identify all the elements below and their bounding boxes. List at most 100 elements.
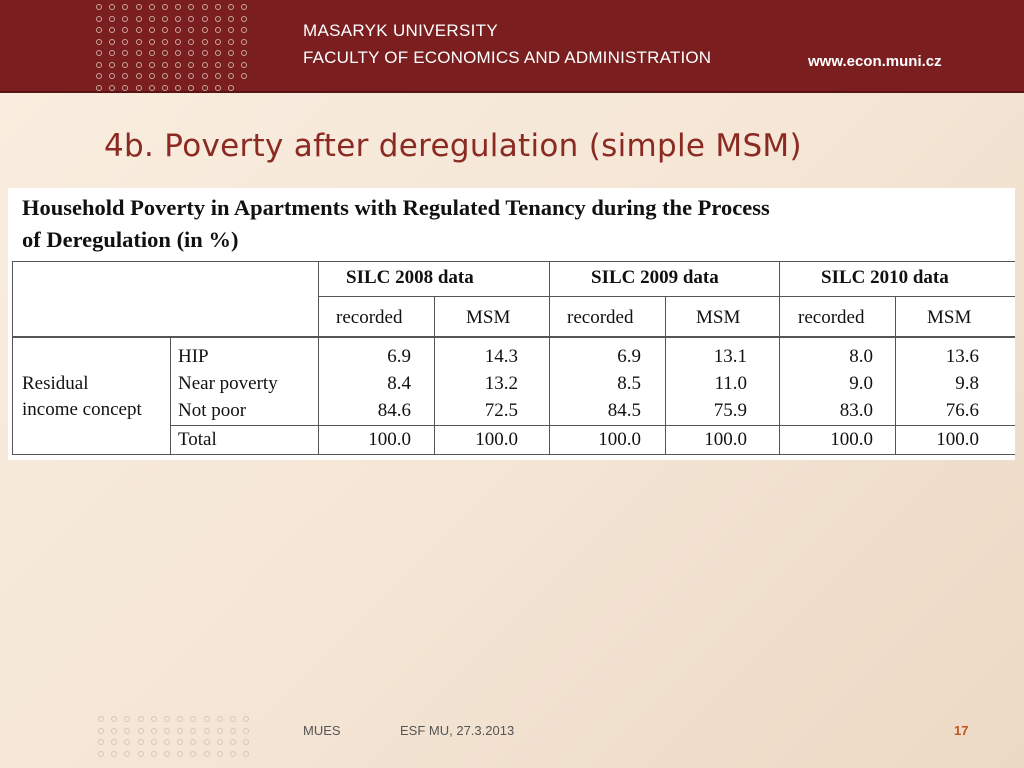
footer-dot <box>243 716 250 722</box>
cell-total-2008-msm: 100.0 <box>475 429 518 450</box>
logo-dot <box>135 73 142 79</box>
footer-dot <box>137 739 144 745</box>
cell-near-2008-msm: 13.2 <box>484 373 518 394</box>
cell-hip-2008-msm: 14.3 <box>484 346 518 367</box>
logo-dot <box>175 38 182 45</box>
logo-dot <box>96 50 102 56</box>
footer-dot <box>137 716 144 722</box>
footer-dot <box>164 739 170 745</box>
faculty-name: FACULTY OF ECONOMICS AND ADMINISTRATION <box>303 48 712 67</box>
cell-notpoor-2008-recorded: 84.6 <box>377 400 411 421</box>
logo-dot <box>201 15 208 22</box>
logo-dot <box>214 4 221 10</box>
logo-dot <box>148 84 155 91</box>
logo-dot <box>109 27 116 33</box>
logo-dot <box>148 38 155 45</box>
logo-dot <box>96 73 102 79</box>
logo-dot <box>228 61 234 68</box>
university-name: MASARYK UNIVERSITY <box>303 21 498 40</box>
cell-total-2009-recorded: 100.0 <box>598 429 641 450</box>
logo-dot <box>228 4 234 10</box>
logo-dot <box>228 38 234 45</box>
logo-dot <box>162 73 168 79</box>
footer-dot <box>230 750 236 757</box>
footer-dot <box>111 727 118 734</box>
cell-notpoor-2008-msm: 72.5 <box>484 400 518 421</box>
footer-dot <box>216 750 223 757</box>
logo-dot <box>175 50 182 56</box>
logo-dot <box>214 84 221 91</box>
logo-dot <box>201 50 208 56</box>
logo-dot <box>162 84 168 91</box>
logo-dot <box>175 73 182 79</box>
footer-dot <box>164 716 170 722</box>
logo-dot <box>188 50 195 56</box>
cell-hip-2010-msm: 13.6 <box>945 346 979 367</box>
footer-dot <box>98 750 104 757</box>
logo-dot <box>148 4 155 10</box>
footer-dot <box>124 727 131 734</box>
cell-near-2009-msm: 11.0 <box>714 373 747 394</box>
cell-notpoor-2009-msm: 75.9 <box>713 400 747 421</box>
footer-dot <box>98 716 104 722</box>
footer-dot <box>203 716 210 722</box>
footer-dot <box>177 750 184 757</box>
cell-hip-2009-msm: 13.1 <box>713 346 747 367</box>
logo-dot <box>188 15 195 22</box>
subheader-msm-2009: MSM <box>696 307 741 328</box>
footer-dot <box>137 727 144 734</box>
footer-dot <box>203 750 210 757</box>
footer-dot <box>137 750 144 757</box>
poverty-table: Household Poverty in Apartments with Reg… <box>8 188 1015 460</box>
footer-dot <box>150 727 157 734</box>
logo-dot <box>188 73 195 79</box>
footer-dot <box>190 739 197 745</box>
logo-dot <box>175 27 182 33</box>
cell-near-2009-recorded: 8.5 <box>617 373 641 394</box>
cell-notpoor-2010-msm: 76.6 <box>945 400 979 421</box>
logo-dot <box>214 38 221 45</box>
row-label-near-poverty: Near poverty <box>178 373 278 394</box>
row-group-label-line-1: Residual <box>22 373 89 394</box>
subheader-recorded-2009: recorded <box>567 307 634 328</box>
logo-dot <box>241 4 248 10</box>
footer-dot <box>177 716 184 722</box>
footer-dot <box>190 750 197 757</box>
table-caption-line-2: of Deregulation (in %) <box>22 227 239 252</box>
footer-dot <box>216 739 223 745</box>
logo-dot <box>188 61 195 68</box>
logo-dot <box>96 15 102 22</box>
logo-dot <box>162 27 168 33</box>
logo-dot <box>96 38 102 45</box>
logo-dot <box>135 38 142 45</box>
cell-total-2009-msm: 100.0 <box>704 429 747 450</box>
cell-hip-2008-recorded: 6.9 <box>387 346 411 367</box>
footer-dot <box>150 739 157 745</box>
cell-total-2010-msm: 100.0 <box>936 429 979 450</box>
logo-dot <box>109 73 116 79</box>
logo-dot <box>135 27 142 33</box>
logo-dot <box>201 61 208 68</box>
table-caption-line-1: Household Poverty in Apartments with Reg… <box>22 195 770 220</box>
logo-dot <box>135 50 142 56</box>
logo-dot <box>214 73 221 79</box>
logo-dot <box>201 4 208 10</box>
cell-total-2008-recorded: 100.0 <box>368 429 411 450</box>
footer-dot <box>98 727 104 734</box>
university-logo-pattern <box>96 4 260 112</box>
logo-dot <box>109 38 116 45</box>
logo-dot <box>188 4 195 10</box>
logo-dot <box>188 27 195 33</box>
logo-dot <box>201 84 208 91</box>
row-label-hip: HIP <box>178 346 209 367</box>
cell-near-2010-recorded: 9.0 <box>849 373 873 394</box>
logo-dot <box>241 61 248 68</box>
logo-dot <box>241 50 248 56</box>
logo-dot <box>214 15 221 22</box>
footer-dot <box>243 750 250 757</box>
logo-dot <box>228 73 234 79</box>
logo-dot <box>214 61 221 68</box>
footer-dot <box>177 727 184 734</box>
footer-dot <box>203 727 210 734</box>
logo-dot <box>109 61 116 68</box>
